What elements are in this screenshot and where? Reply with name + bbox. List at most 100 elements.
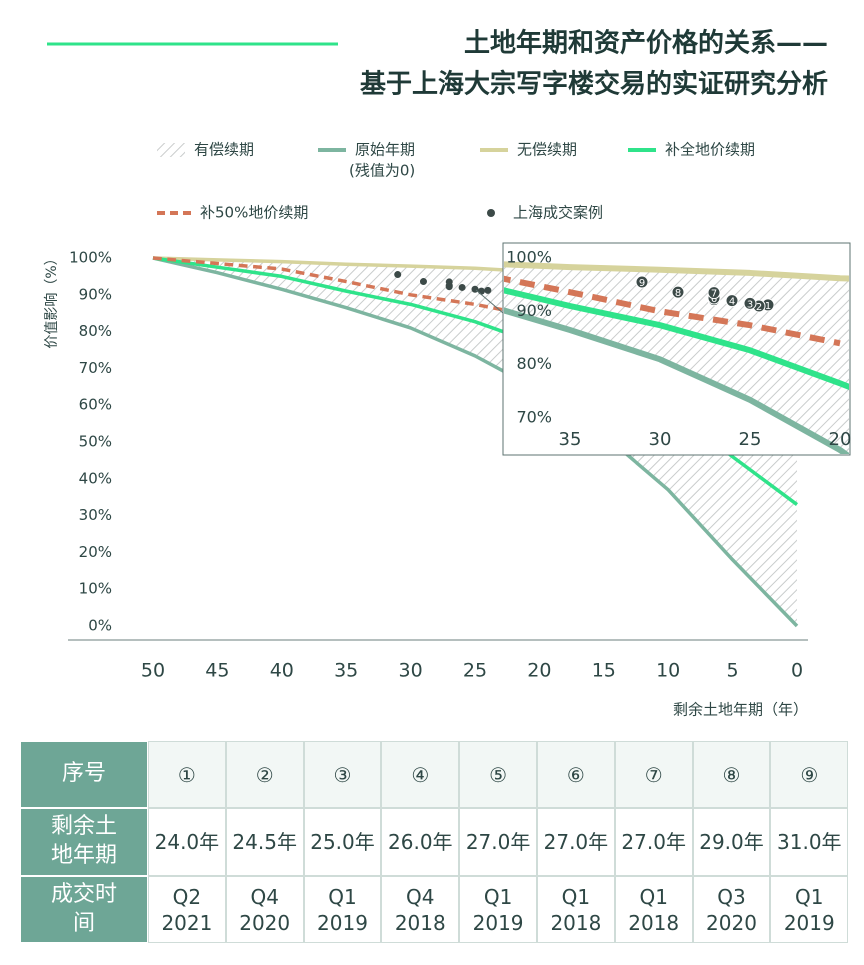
cell-text: 2019 [783, 910, 835, 935]
inset-x-tick-label: 35 [559, 429, 582, 450]
table-cell: 剩余土地年期 [20, 808, 148, 876]
cell-text: Q1 [561, 884, 591, 909]
case-point [743, 296, 757, 310]
legend-swatch [487, 209, 495, 217]
inset-y-tick-label: 70% [516, 408, 552, 427]
case-label: 6 [711, 294, 717, 305]
cell-text: ⑨ [800, 762, 819, 787]
chart-subtitle: 基于上海大宗写字楼交易的实证研究分析 [360, 69, 828, 100]
cell-text: ③ [333, 762, 352, 787]
series-line [504, 307, 849, 454]
x-tick-label: 10 [656, 660, 680, 682]
table-cell: 26.0年 [381, 808, 460, 876]
cell-text: ② [255, 762, 274, 787]
x-tick-label: 40 [270, 660, 294, 682]
table-cell: ② [225, 741, 304, 808]
table-cell: ③ [303, 741, 382, 808]
table-cell: Q1 2019 [770, 876, 849, 943]
case-label: 1 [765, 301, 771, 312]
cell-text: ④ [411, 762, 430, 787]
table-cell: Q3 2020 [692, 876, 771, 943]
case-label: 4 [729, 297, 735, 308]
legend-label: 补全地价续期 [665, 141, 755, 159]
y-axis-label: 价值影响（%） [44, 251, 60, 348]
cell-text: 序号 [61, 761, 106, 787]
table-cell: ⑦ [614, 741, 693, 808]
case-point [477, 287, 485, 295]
case-point [458, 283, 466, 291]
cell-text: Q4 [250, 884, 279, 909]
case-label: 2 [756, 302, 762, 313]
case-point [394, 271, 402, 279]
x-tick-label: 45 [205, 660, 229, 682]
y-tick-label: 40% [79, 469, 112, 487]
inset-x-tick-label: 20 [829, 429, 852, 450]
table-cell: 29.0年 [692, 808, 771, 876]
case-point [484, 286, 492, 294]
cell-text: 31.0年 [777, 830, 842, 854]
cell-text: 24.0年 [154, 830, 220, 854]
case-label: 3 [747, 299, 753, 310]
cell-text: 2018 [550, 910, 602, 935]
cell-text: ⑦ [644, 762, 663, 787]
cell-text: 27.0年 [465, 830, 531, 854]
table-cell: 成交时间 [20, 876, 148, 943]
cell-text: Q3 [717, 884, 746, 909]
x-tick-label: 30 [399, 660, 423, 682]
y-tick-label: 70% [79, 359, 112, 377]
cell-text: Q2 [172, 884, 202, 909]
table-cell: ① [148, 741, 226, 808]
case-point [635, 275, 649, 289]
series-line [152, 256, 799, 628]
cell-text: Q4 [406, 884, 435, 909]
table-cell: Q2 2021 [148, 876, 226, 943]
legend-label: 原始年期 [355, 141, 415, 159]
cell-text: ⑤ [489, 762, 508, 787]
table-cell: ⑧ [692, 741, 771, 808]
series-line [504, 287, 849, 391]
table-cell: 25.0年 [303, 808, 382, 876]
cell-text: Q1 [795, 884, 824, 909]
table-cell: 31.0年 [770, 808, 849, 876]
legend-label: 有偿续期 [194, 141, 254, 159]
legend-label: 无偿续期 [517, 141, 577, 159]
table-cell: 24.0年 [148, 808, 226, 876]
table-cell: ④ [381, 741, 460, 808]
table-cell: 27.0年 [537, 808, 615, 876]
y-tick-label: 50% [79, 433, 112, 451]
y-tick-label: 100% [69, 249, 112, 267]
y-tick-label: 20% [79, 543, 112, 561]
series-line [504, 275, 841, 347]
inset-pointer [475, 289, 504, 314]
cell-text: 剩余土地年期 [50, 814, 117, 868]
y-tick-label: 60% [79, 396, 112, 414]
case-point [445, 278, 453, 286]
case-label: 8 [675, 288, 681, 299]
table-cell: Q1 2019 [459, 876, 537, 943]
case-point [419, 278, 427, 286]
table-cell: Q4 2018 [381, 876, 460, 943]
cell-text: 2019 [317, 910, 368, 935]
cell-text: 24.5年 [232, 830, 297, 854]
y-tick-label: 30% [79, 506, 112, 524]
table-cell: Q1 2018 [537, 876, 615, 943]
table-cell: 24.5年 [225, 808, 304, 876]
legend-swatch [157, 143, 185, 157]
cell-text: 2020 [706, 910, 757, 935]
inset-y-tick-label: 90% [516, 301, 552, 320]
legend-note: (残值为0) [349, 162, 415, 180]
y-tick-label: 80% [79, 322, 112, 340]
cell-text: ① [177, 762, 196, 787]
case-label: 7 [711, 289, 717, 300]
table-cell: ⑥ [537, 741, 615, 808]
series-line [152, 256, 540, 319]
cell-text: Q1 [328, 884, 357, 909]
table-cell: Q1 2019 [303, 876, 382, 943]
table-cell: Q4 2020 [225, 876, 304, 943]
cell-text: 2018 [394, 910, 446, 935]
case-point [671, 285, 685, 299]
series-line [504, 261, 849, 282]
